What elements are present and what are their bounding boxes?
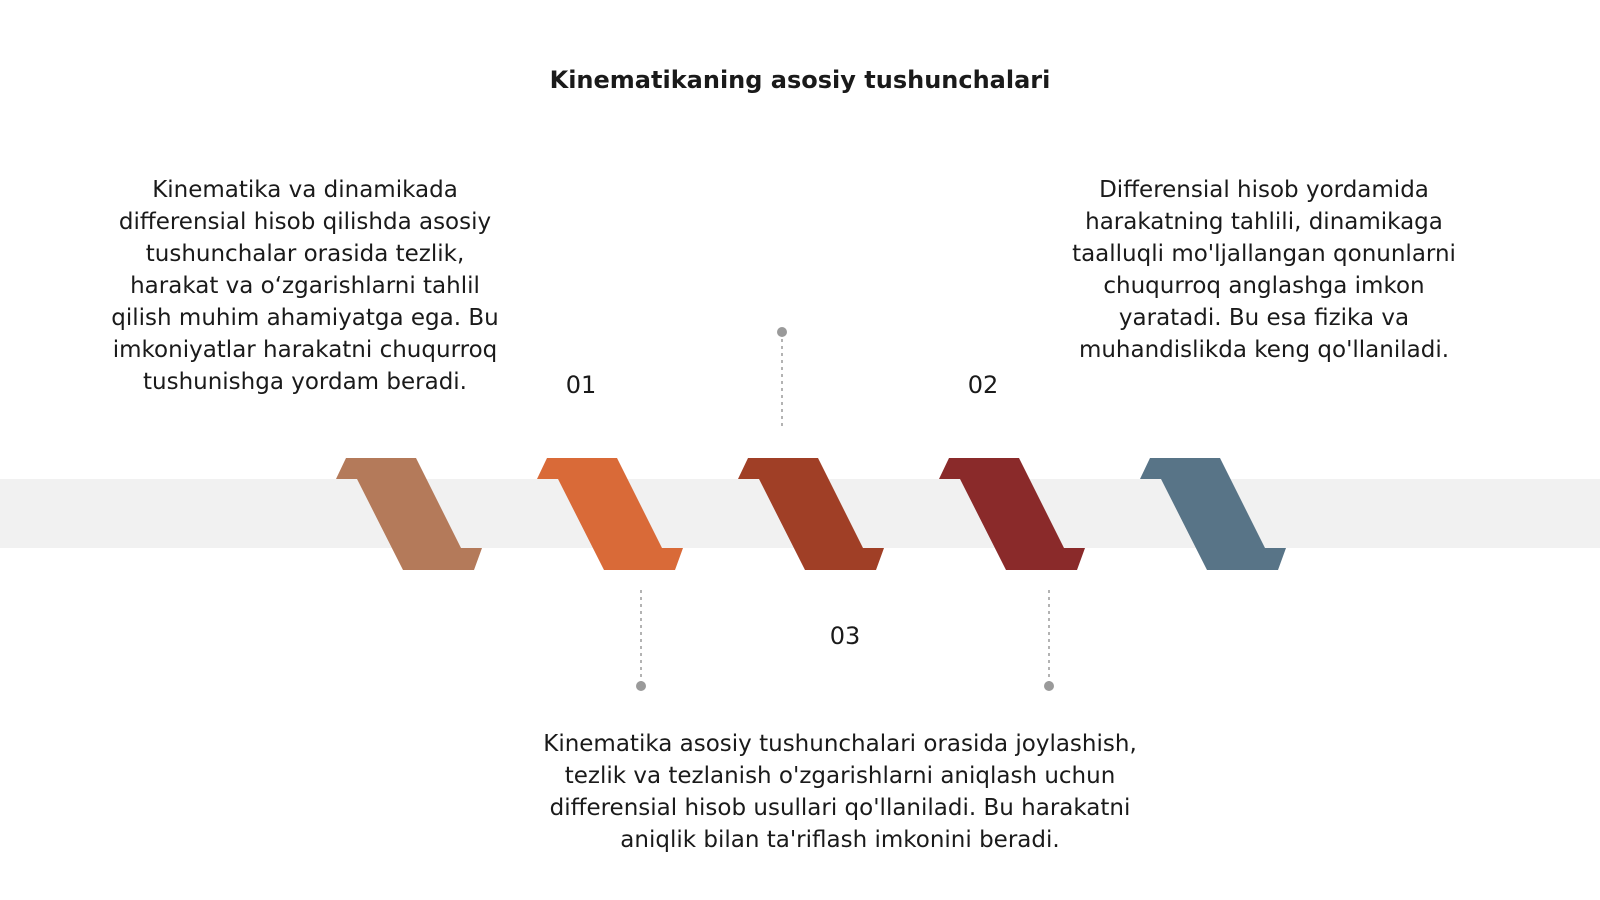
- description-line: qilish muhim ahamiyatga ega. Bu: [111, 305, 499, 331]
- step-chevron-4: [939, 458, 1085, 570]
- description-line: Kinematika asosiy tushunchalari orasida …: [543, 731, 1137, 757]
- description-line: yaratadi. Bu esa fizika va: [1118, 305, 1410, 331]
- step-1-number: 01: [565, 371, 597, 399]
- description-line: taalluqli mo'ljallangan qonunlarni: [1072, 241, 1456, 267]
- page-title: Kinematikaning asosiy tushunchalari: [549, 66, 1051, 94]
- description-line: harakatning tahlili, dinamikaga: [1085, 209, 1443, 235]
- description-line: tezlik va tezlanish o'zgarishlarni aniql…: [564, 763, 1116, 789]
- step-chevron-3: [738, 458, 884, 570]
- connector-dot: [1044, 681, 1054, 691]
- description-line: chuqurroq anglashga imkon: [1103, 273, 1425, 299]
- description-line: tushunchalar orasida tezlik,: [145, 241, 465, 267]
- description-line: aniqlik bilan ta'riflash imkonini beradi…: [620, 827, 1060, 853]
- step-1-description: Kinematika va dinamikada differensial his…: [55, 174, 555, 398]
- description-line: differensial hisob qilishda asosiy: [118, 209, 492, 235]
- description-line: Differensial hisob yordamida: [1099, 177, 1429, 203]
- description-line: differensial hisob usullari qo'llaniladi…: [549, 795, 1131, 821]
- step-3-description: Kinematika asosiy tushunchalari orasida …: [440, 728, 1240, 856]
- description-line: Kinematika va dinamikada: [152, 177, 458, 203]
- step-chevron-5: [1140, 458, 1286, 570]
- description-line: imkoniyatlar harakatni chuqurroq: [112, 337, 498, 363]
- step-2-description: Differensial hisob yordamida harakatning …: [1014, 174, 1514, 366]
- connector-dot: [777, 327, 787, 337]
- connector-dot: [636, 681, 646, 691]
- step-chevron-1: [336, 458, 482, 570]
- description-line: harakat va o‘zgarishlarni tahlil: [130, 273, 480, 299]
- step-2-number: 02: [967, 371, 999, 399]
- step-3-number: 03: [829, 622, 861, 650]
- description-line: muhandislikda keng qo'llaniladi.: [1078, 337, 1450, 363]
- step-chevron-2: [537, 458, 683, 570]
- description-line: tushunishga yordam beradi.: [142, 369, 467, 395]
